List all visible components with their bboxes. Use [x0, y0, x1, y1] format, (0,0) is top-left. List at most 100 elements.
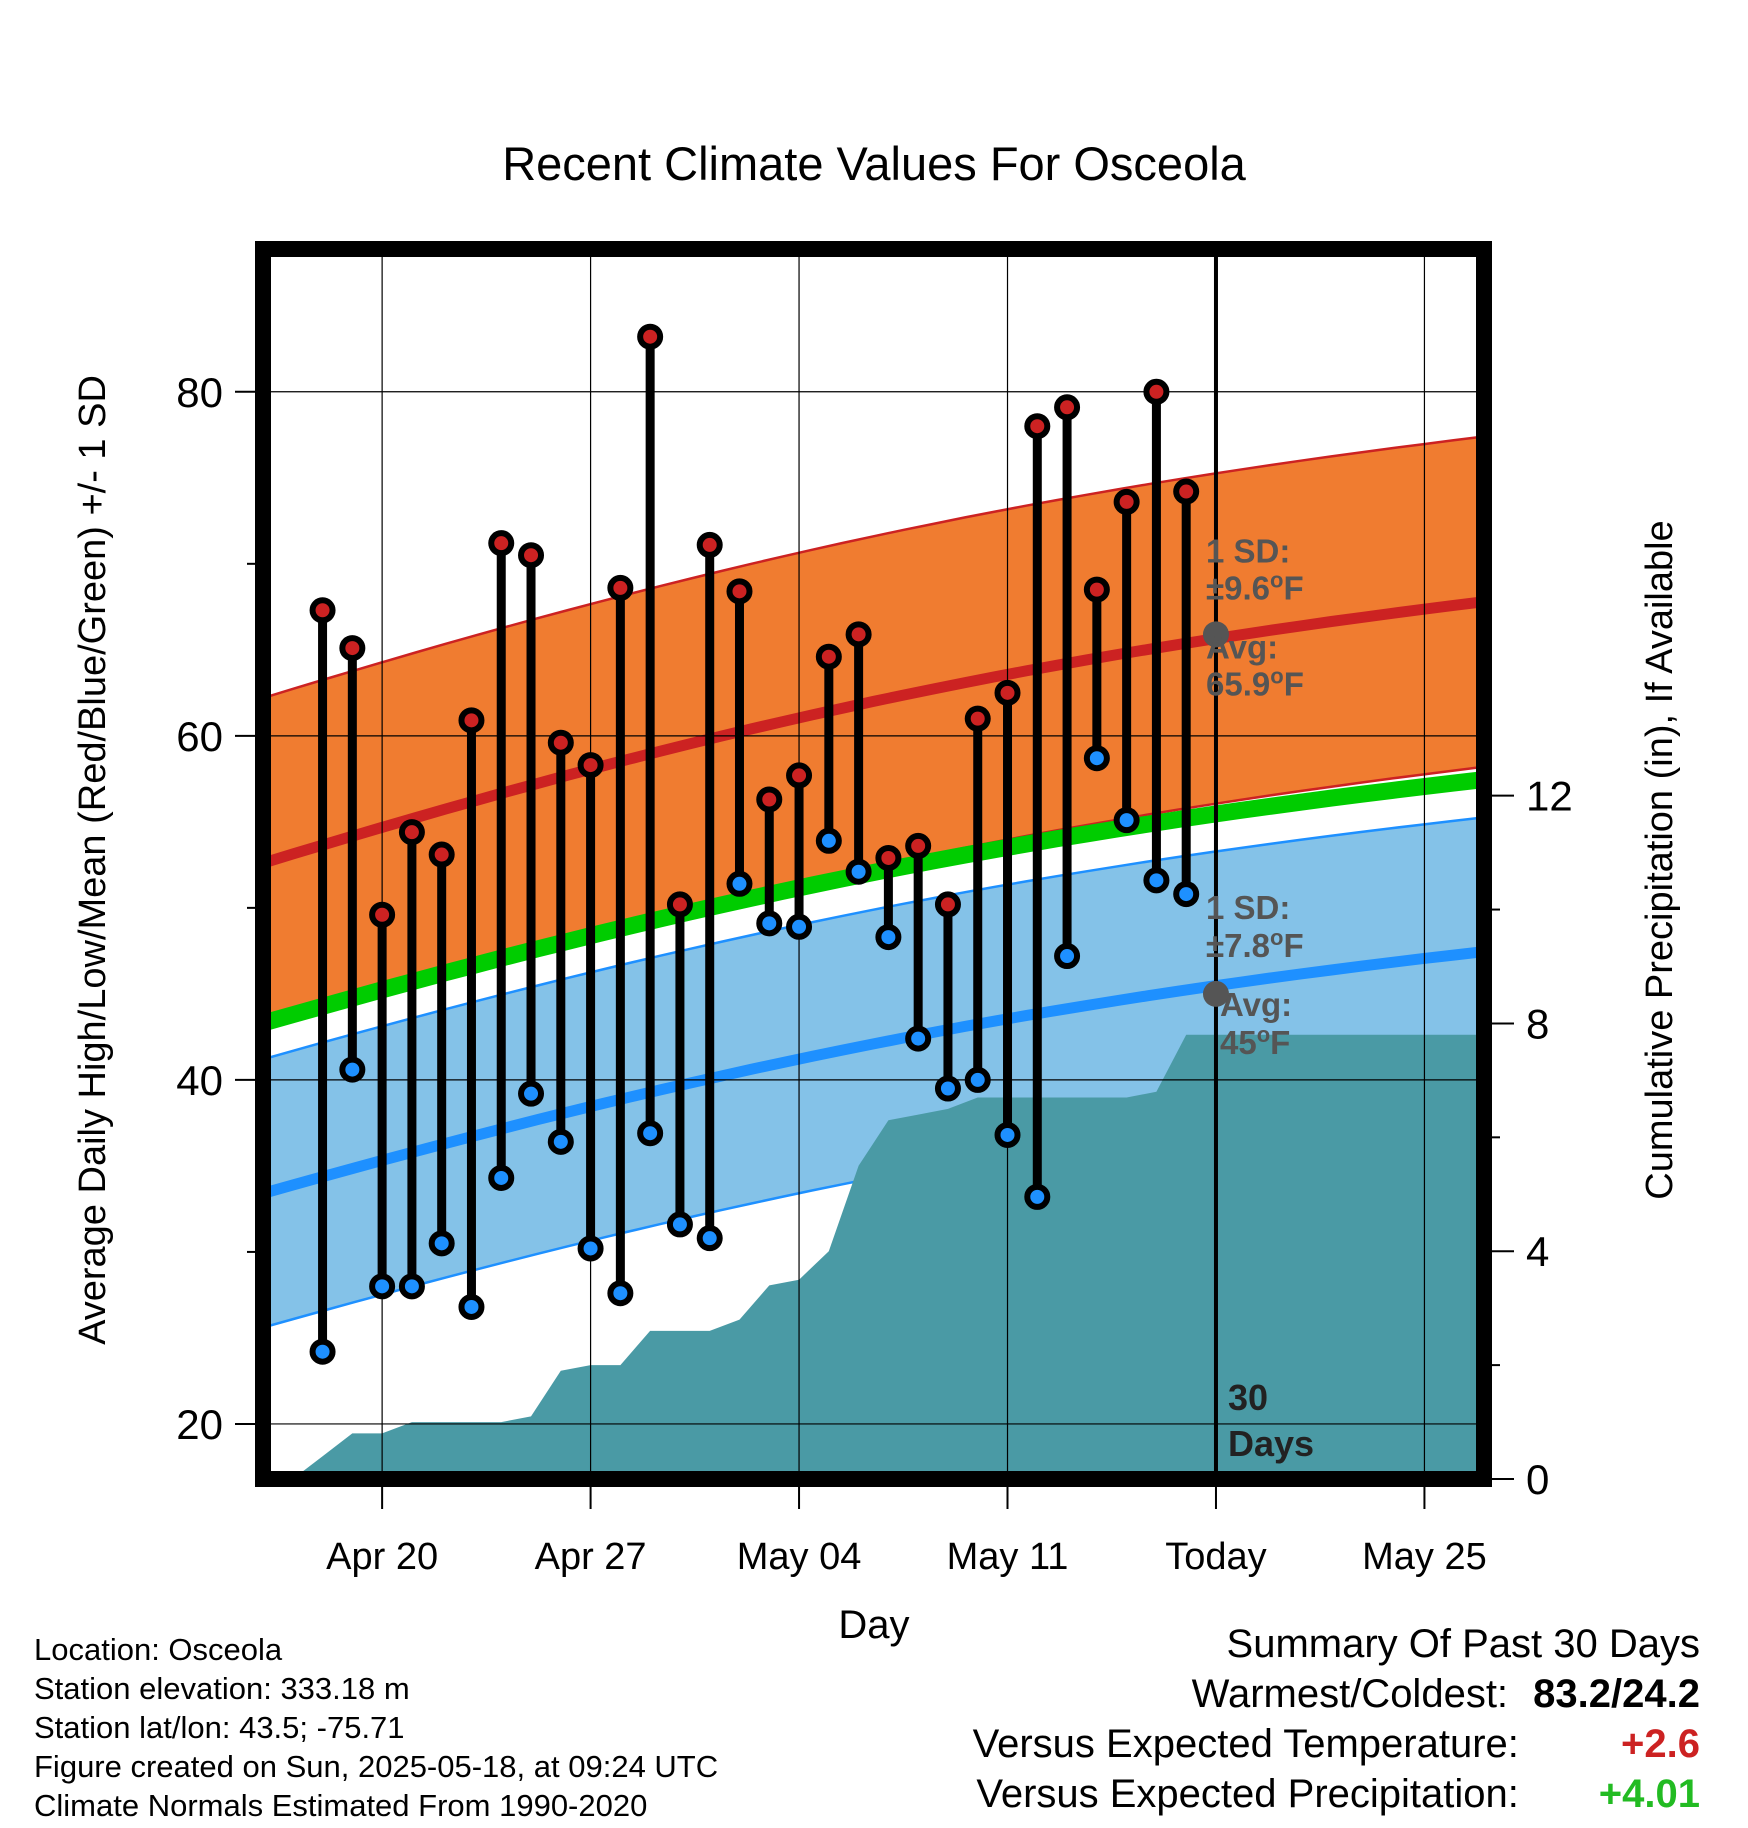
daily-low-point [934, 1075, 961, 1102]
daily-high-point [815, 643, 842, 670]
x-axis-label: Day [838, 1603, 909, 1647]
x-tick-label: Apr 27 [535, 1536, 647, 1578]
normal-low-line [263, 946, 1484, 1199]
daily-high-point [1024, 413, 1051, 440]
daily-low-point [1173, 881, 1200, 908]
precip-vs-expected-label: Versus Expected Precipitation: [976, 1772, 1519, 1816]
summary-title: Summary Of Past 30 Days [1226, 1622, 1700, 1666]
daily-high-point [696, 531, 723, 558]
daily-low-point [815, 827, 842, 854]
daily-high-point [398, 819, 425, 846]
daily-high-point [845, 621, 872, 648]
daily-low-point [786, 913, 813, 940]
x-tick-label: Today [1165, 1536, 1266, 1578]
high-sd-value-value: ±9.6 [1206, 569, 1270, 606]
high-band-upper-edge [263, 435, 1484, 700]
low-sd-value-unit-o: o [1270, 925, 1283, 950]
daily-high-point [309, 597, 336, 624]
daily-high-point [905, 832, 932, 859]
daily-low-point [1083, 745, 1110, 772]
chart-title: Recent Climate Values For Osceola [502, 137, 1246, 190]
plot-frame [255, 241, 1492, 1487]
warmest-coldest-value: 83.2/24.2 [1533, 1672, 1700, 1716]
low-sd-value-unit-f: F [1283, 927, 1303, 964]
daily-high-point [756, 786, 783, 813]
daily-low-point [696, 1225, 723, 1252]
y2-tick-label: 0 [1526, 1456, 1549, 1503]
low-sd-band [263, 817, 1484, 1328]
high-sd-value-unit-o: o [1270, 567, 1283, 592]
y-tick-label: 60 [176, 713, 223, 760]
plot-inner [263, 249, 1484, 1479]
y2-tick-label: 12 [1526, 773, 1573, 820]
low-sd-value: ±7.8oF [1206, 925, 1304, 964]
daily-high-point [1083, 576, 1110, 603]
daily-high-point [637, 323, 664, 350]
daily-high-point [428, 841, 455, 868]
daily-low-point [607, 1280, 634, 1307]
daily-low-point [964, 1066, 991, 1093]
daily-high-point [934, 891, 961, 918]
daily-low-point [577, 1235, 604, 1262]
low-sd-label: 1 SD: [1206, 889, 1290, 926]
y2-tick-label: 8 [1526, 1000, 1549, 1047]
daily-low-point [1143, 867, 1170, 894]
temp-vs-expected-label: Versus Expected Temperature: [972, 1722, 1519, 1766]
normals-text: Climate Normals Estimated From 1990-2020 [34, 1788, 648, 1823]
high-avg-value-unit-f: F [1284, 665, 1304, 702]
daily-low-point [845, 858, 872, 885]
low-sd-value-value: ±7.8 [1206, 927, 1270, 964]
days-label: Days [1228, 1423, 1314, 1464]
high-avg-label-value: Avg: [1206, 628, 1278, 665]
daily-low-point [1113, 807, 1140, 834]
daily-high-point [458, 707, 485, 734]
daily-high-point [726, 578, 753, 605]
high-avg-label: Avg: [1206, 628, 1278, 665]
y-tick-label: 80 [176, 369, 223, 416]
daily-low-point [905, 1025, 932, 1052]
low-avg-value-value: 45 [1220, 1024, 1257, 1061]
location-text: Location: Osceola [34, 1632, 283, 1667]
low-avg-label-value: Avg: [1220, 986, 1292, 1023]
low-band-upper-edge [263, 816, 1484, 1061]
high-avg-value: 65.9oF [1206, 663, 1304, 702]
daily-low-point [994, 1121, 1021, 1148]
daily-low-point [1024, 1183, 1051, 1210]
daily-high-point [964, 705, 991, 732]
elevation-text: Station elevation: 333.18 m [34, 1671, 410, 1706]
high-sd-label: 1 SD: [1206, 532, 1290, 569]
y2-axis-label: Cumulative Precipitation (in), If Availa… [1639, 520, 1681, 1199]
y-tick-label: 40 [176, 1057, 223, 1104]
temp-vs-expected-row: Versus Expected Temperature: +2.6 [973, 1722, 1700, 1767]
low-avg-value-unit-f: F [1270, 1024, 1290, 1061]
daily-low-point [428, 1230, 455, 1257]
daily-high-point [1054, 394, 1081, 421]
precip-vs-expected-row: Versus Expected Precipitation: +4.01 [976, 1772, 1700, 1817]
low-avg-value-unit-o: o [1257, 1022, 1270, 1047]
daily-low-point [488, 1164, 515, 1191]
x-tick-label: Apr 20 [326, 1536, 438, 1578]
daily-high-point [786, 762, 813, 789]
daily-low-point [666, 1211, 693, 1238]
low-avg-value: 45oF [1220, 1022, 1290, 1061]
daily-high-point [577, 752, 604, 779]
created-text: Figure created on Sun, 2025-05-18, at 09… [34, 1749, 719, 1784]
precip-vs-expected-value: +4.01 [1598, 1772, 1700, 1816]
y-axis-label: Average Daily High/Low/Mean (Red/Blue/Gr… [72, 375, 114, 1345]
x-tick-label: May 11 [947, 1536, 1069, 1578]
daily-low-point [369, 1273, 396, 1300]
x-tick-label: May 04 [737, 1536, 862, 1578]
daily-low-point [547, 1128, 574, 1155]
daily-high-point [488, 530, 515, 557]
low-avg-label: Avg: [1220, 986, 1292, 1023]
high-avg-value-unit-o: o [1270, 663, 1283, 688]
avg-low-marker [1202, 980, 1229, 1007]
warmest-coldest-label: Warmest/Coldest: [1191, 1672, 1509, 1716]
latlon-text: Station lat/lon: 43.5; -75.71 [34, 1710, 405, 1745]
daily-low-point [398, 1273, 425, 1300]
y-tick-label: 20 [176, 1401, 223, 1448]
daily-high-point [1113, 488, 1140, 515]
daily-high-point [369, 901, 396, 928]
